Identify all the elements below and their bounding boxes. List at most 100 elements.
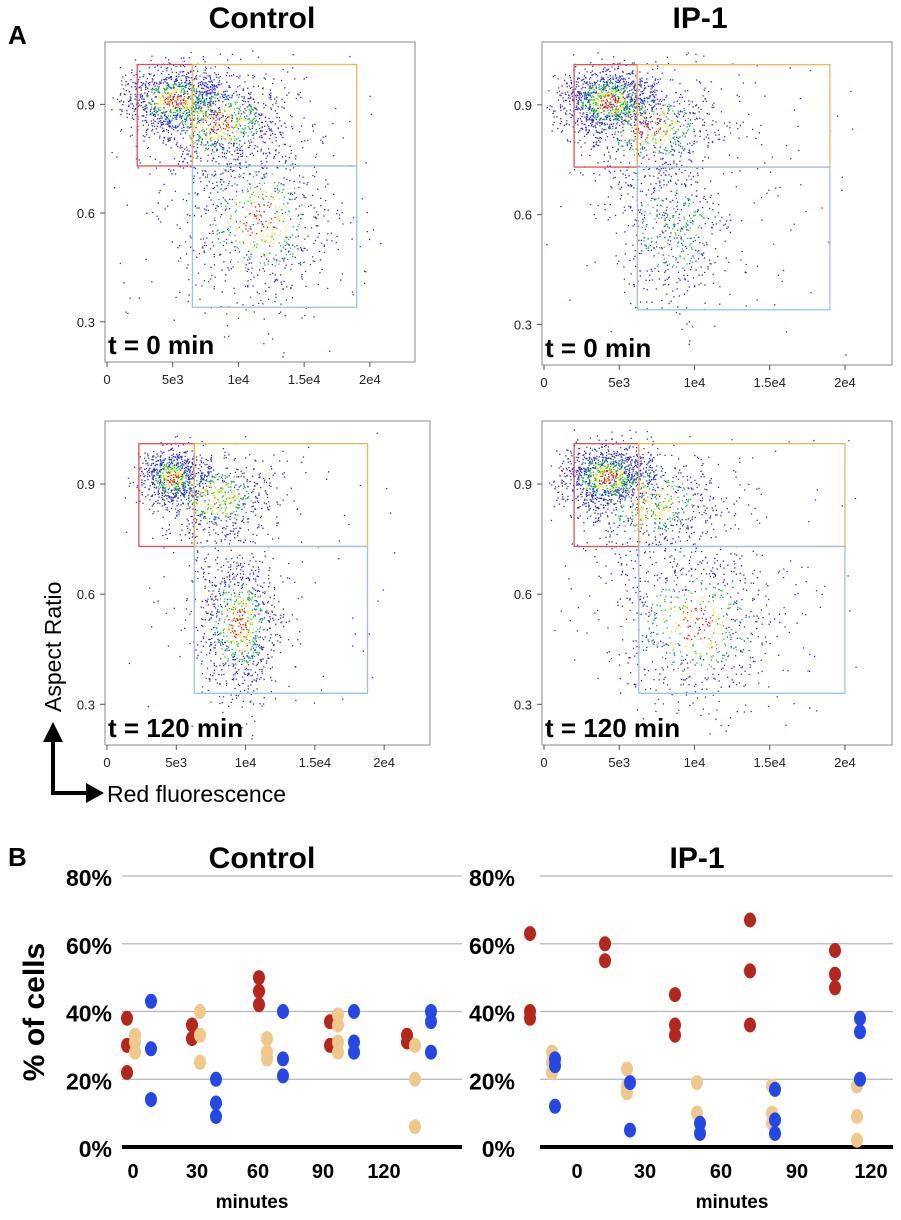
density-point [610,80,612,82]
density-point [664,140,666,142]
density-point [179,90,181,92]
density-point [291,297,294,299]
density-point [197,146,199,149]
density-point [692,240,694,243]
density-point [617,100,619,102]
density-point [665,261,667,263]
density-point [677,129,679,131]
density-point [631,210,633,212]
density-point [315,153,318,155]
density-point [300,247,302,249]
density-point [681,111,683,113]
density-point [620,106,622,108]
density-point [633,86,636,89]
density-point [195,88,198,90]
density-point [212,157,215,159]
density-point [140,87,142,89]
density-point [706,113,708,115]
density-point [602,108,604,110]
density-point [158,103,160,105]
density-point [572,89,574,91]
density-point [184,118,186,120]
density-point [677,137,680,139]
density-point [589,77,592,79]
density-point [230,166,232,168]
density-point [196,194,198,196]
density-point [642,92,644,94]
density-point [300,96,302,99]
density-point [166,107,169,109]
density-point [253,218,255,220]
density-point [213,129,215,131]
density-point [209,78,212,80]
density-point [698,81,701,83]
density-point [239,140,241,142]
density-point [277,106,279,108]
density-point [215,224,217,226]
density-point [651,91,653,93]
density-point [235,159,237,161]
density-point [181,82,183,84]
density-point [253,311,255,313]
density-point [226,120,228,122]
density-point [324,186,327,188]
density-point [702,167,704,169]
density-point [588,89,591,91]
density-point [184,105,186,107]
density-point [190,237,192,239]
density-point [631,70,634,73]
density-point [317,225,319,227]
density-point [656,98,658,100]
density-point [182,112,184,115]
density-point [683,226,685,228]
density-point [190,84,192,86]
density-point [624,90,626,92]
density-point [664,131,667,133]
density-point [228,234,230,236]
density-point [631,72,633,74]
density-point [238,173,240,176]
density-point [157,202,159,204]
density-point [265,153,267,155]
density-point [260,215,263,217]
density-point [609,165,612,167]
density-point [168,97,170,99]
density-point [267,222,270,224]
density-point [695,181,697,183]
density-point [715,248,717,250]
density-point [629,207,631,209]
density-point [597,121,599,123]
density-point [197,70,199,72]
density-point [696,251,699,253]
density-point [271,133,274,135]
density-point [172,105,174,107]
density-point [269,205,272,207]
density-point [572,126,574,128]
density-point [617,67,620,70]
density-point [207,90,209,92]
density-point [182,120,184,122]
density-point [623,88,625,90]
density-point [590,109,593,112]
density-point [238,162,240,164]
density-point [633,89,636,91]
density-point [615,102,617,105]
density-point [194,128,196,131]
density-point [589,81,591,83]
density-point [621,87,623,90]
density-point [312,194,314,197]
density-point [276,188,279,190]
density-point [239,164,241,166]
density-point [665,147,667,149]
density-point [263,254,265,256]
density-point [710,226,713,229]
density-point [202,247,204,249]
density-point [265,191,267,193]
density-point [194,205,197,207]
density-point [197,82,199,84]
density-point [159,120,162,122]
density-point [633,62,635,64]
density-point [622,103,624,105]
density-point [563,124,565,126]
density-point [169,111,171,113]
